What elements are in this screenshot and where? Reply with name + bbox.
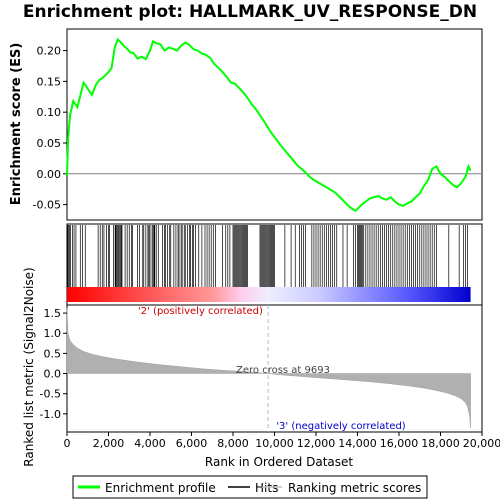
ranking-metric-area xyxy=(66,308,471,429)
x-tick-label: 14,000 xyxy=(338,437,377,450)
x-tick-label: 0 xyxy=(64,437,71,450)
es-y-tick-label: 0.00 xyxy=(37,168,62,181)
es-y-axis: -0.05 0.00 0.05 0.10 0.15 0.20 xyxy=(33,45,67,212)
ranking-color-bar xyxy=(67,287,471,302)
rank-y-tick-label: 0.5 xyxy=(44,347,62,360)
rank-y-tick-label: 0.0 xyxy=(44,368,62,381)
rank-y-tick-label: 1.0 xyxy=(44,327,62,340)
x-tick-label: 10,000 xyxy=(255,437,294,450)
rank-metric-panel: -1.0 -0.5 0.0 0.5 1.0 1.5 0 2,000 4,000 6,000 8,0… xyxy=(22,267,500,469)
hit-markers xyxy=(67,225,468,287)
x-tick-label: 8,000 xyxy=(217,437,249,450)
x-tick-label: 4,000 xyxy=(134,437,166,450)
x-tick-label: 6,000 xyxy=(176,437,208,450)
es-y-tick-label: 0.10 xyxy=(37,106,62,119)
es-y-tick-label: 0.05 xyxy=(37,137,62,150)
zero-cross-label: Zero cross at 9693 xyxy=(236,365,330,376)
rank-y-axis-label: Ranked list metric (Signal2Noise) xyxy=(22,267,36,466)
enrichment-profile-line xyxy=(66,37,472,213)
es-y-tick-label: -0.05 xyxy=(33,199,61,212)
x-axis: 0 2,000 4,000 6,000 8,000 10,000 12,000 14,000 1… xyxy=(64,432,500,450)
es-y-tick-label: 0.15 xyxy=(37,75,62,88)
rank-y-tick-label: -1.0 xyxy=(40,408,61,421)
x-tick-label: 20,000 xyxy=(463,437,500,450)
es-panel: -0.05 0.00 0.05 0.10 0.15 0.20 Enrichment sco… xyxy=(9,28,483,221)
es-y-axis-label: Enrichment score (ES) xyxy=(9,43,24,206)
rank-y-tick-label: -0.5 xyxy=(40,388,61,401)
es-y-tick-label: 0.20 xyxy=(37,45,62,58)
legend-item-ranking-metric: Ranking metric scores xyxy=(262,481,421,495)
x-tick-label: 16,000 xyxy=(380,437,419,450)
legend-item-enrichment-profile: Enrichment profile xyxy=(78,481,216,495)
rank-y-axis: -1.0 -0.5 0.0 0.5 1.0 1.5 xyxy=(40,307,67,421)
x-axis-label: Rank in Ordered Dataset xyxy=(205,455,353,469)
x-tick-label: 12,000 xyxy=(297,437,336,450)
legend-label-ranking-metric: Ranking metric scores xyxy=(288,481,421,495)
x-tick-label: 18,000 xyxy=(421,437,460,450)
hits-panel xyxy=(66,223,483,306)
legend-label-enrichment-profile: Enrichment profile xyxy=(105,481,216,495)
x-tick-label: 2,000 xyxy=(93,437,125,450)
legend-label-hits: Hits xyxy=(255,481,278,495)
legend: Enrichment profile Hits Ranking metric s… xyxy=(72,475,428,499)
positive-correlation-label: '2' (positively correlated) xyxy=(138,306,263,317)
negative-correlation-label: '3' (negatively correlated) xyxy=(276,421,405,432)
rank-y-tick-label: 1.5 xyxy=(44,307,62,320)
legend-item-hits: Hits xyxy=(228,481,278,495)
chart-title: Enrichment plot: HALLMARK_UV_RESPONSE_DN xyxy=(23,2,477,22)
es-panel-frame xyxy=(66,28,483,221)
